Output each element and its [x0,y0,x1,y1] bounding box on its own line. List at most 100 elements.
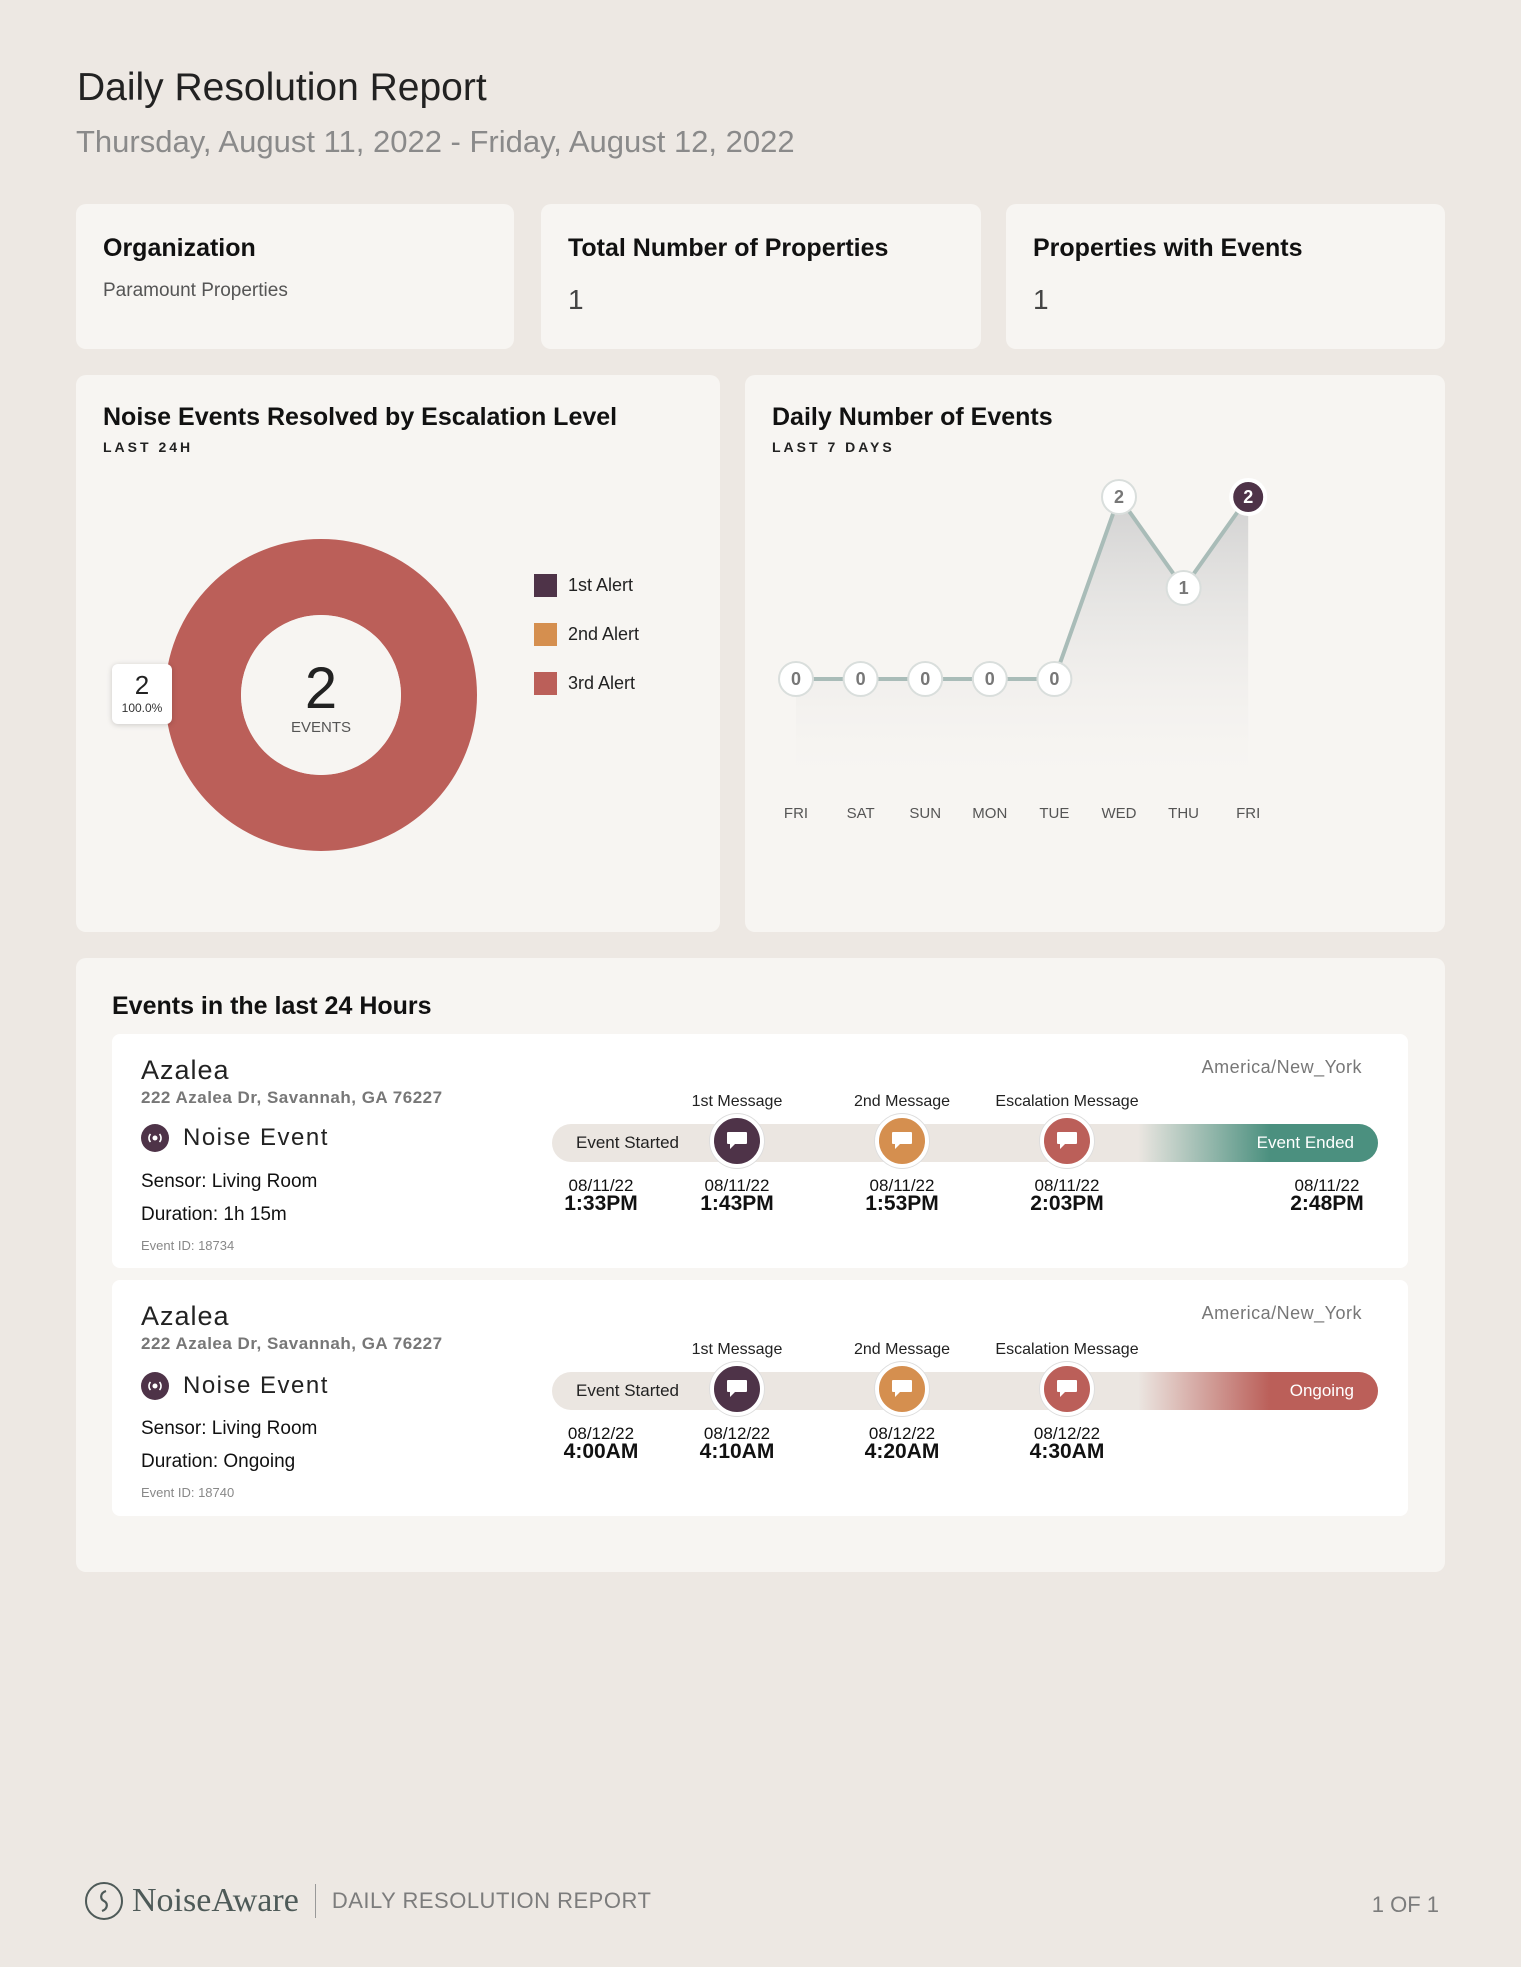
total-properties-label: Total Number of Properties [568,234,889,262]
properties-with-events-card: Properties with Events 1 [1006,204,1445,349]
message-label: Escalation Message [995,1093,1139,1110]
area-fill [796,497,1249,775]
donut-center [241,615,401,775]
tooltip-percent: 100.0% [121,701,163,715]
organization-value: Paramount Properties [103,280,288,301]
escalation-message-node[interactable] [1040,1362,1094,1416]
message-2-node[interactable] [875,1362,929,1416]
escalation-panel: Noise Events Resolved by Escalation Leve… [76,375,720,932]
event-started-label: Event Started [576,1133,680,1152]
timestamp-date: 08/11/22 [568,1176,634,1195]
organization-card: Organization Paramount Properties [76,204,514,349]
timestamp-date: 08/12/22 [567,1424,635,1443]
event-type: Noise Event [141,1124,329,1152]
timestamp-date: 08/12/22 [1033,1424,1101,1443]
timezone: America/New_York [1201,1303,1362,1323]
daily-events-subtitle: LAST 7 DAYS [772,439,895,455]
event-card[interactable]: Azalea 222 Azalea Dr, Savannah, GA 76227… [112,1280,1408,1516]
x-tick-label: WED [1102,805,1137,822]
x-tick-label: FRI [1236,805,1260,822]
total-properties-card: Total Number of Properties 1 [541,204,981,349]
footer-logo: NoiseAware DAILY RESOLUTION REPORT [84,1881,651,1921]
page-title: Daily Resolution Report [77,66,487,109]
date-range: Thursday, August 11, 2022 - Friday, Augu… [76,124,795,159]
event-duration: Duration: 1h 15m [141,1204,287,1225]
escalation-panel-title: Noise Events Resolved by Escalation Leve… [103,403,618,431]
event-type-label: Noise Event [183,1124,329,1151]
events-panel-title: Events in the last 24 Hours [112,992,432,1020]
message-label: 2nd Message [853,1093,951,1110]
legend-swatch [534,574,557,597]
legend-item-3rd-alert: 3rd Alert [534,672,635,695]
legend-label: 3rd Alert [568,673,636,693]
data-label: 0 [791,669,801,689]
event-id: Event ID: 18734 [141,1238,235,1253]
timestamp-time: 4:30AM [1029,1440,1105,1463]
message-2-node[interactable] [875,1114,929,1168]
data-point[interactable] [1165,570,1202,606]
x-tick-label: THU [1168,805,1199,822]
data-label: 2 [1243,487,1253,507]
timestamp-date: 08/12/22 [703,1424,771,1443]
timestamp-time: 4:20AM [864,1440,940,1463]
timestamp-time: 1:53PM [865,1192,939,1215]
property-name: Azalea [141,1055,230,1085]
timezone: America/New_York [1201,1057,1362,1077]
data-point[interactable] [971,661,1008,697]
total-properties-value: 1 [568,284,584,315]
donut-slice-3rd-alert [165,539,477,851]
footer-brand: NoiseAware [132,1882,299,1919]
timeline-track: Event Started Ongoing [552,1372,1378,1410]
data-point[interactable] [778,661,814,697]
timestamp-time: 4:10AM [699,1440,775,1463]
x-tick-label: FRI [784,805,808,822]
legend-item-1st-alert: 1st Alert [534,574,633,597]
timeline-track: Event Started Event Ended [552,1124,1378,1162]
data-point[interactable] [1101,479,1137,515]
noise-sensor-icon [141,1124,169,1152]
data-label: 0 [1049,669,1059,689]
donut-center-value: 2 [304,656,338,721]
timestamp-date: 08/11/22 [1294,1176,1360,1195]
legend-item-2nd-alert: 2nd Alert [534,623,639,646]
data-label: 0 [856,669,866,689]
timestamp-date: 08/11/22 [704,1176,770,1195]
noiseaware-logo-icon [85,1882,123,1920]
data-point[interactable] [1229,478,1268,516]
property-address: 222 Azalea Dr, Savannah, GA 76227 [141,1088,443,1107]
sensor-location: Sensor: Living Room [141,1171,318,1192]
data-point[interactable] [842,661,879,697]
timestamp-date: 08/11/22 [869,1176,935,1195]
message-label: 1st Message [691,1093,783,1110]
properties-with-events-label: Properties with Events [1033,234,1303,262]
escalation-message-node[interactable] [1040,1114,1094,1168]
event-duration: Duration: Ongoing [141,1451,296,1472]
footer-report-name: DAILY RESOLUTION REPORT [331,1888,652,1913]
message-1-node[interactable] [710,1114,764,1168]
property-name: Azalea [141,1301,230,1331]
x-tick-label: SUN [909,805,941,822]
donut-chart [165,539,477,851]
data-label: 2 [1114,487,1124,507]
property-address: 222 Azalea Dr, Savannah, GA 76227 [141,1334,443,1353]
data-label: 0 [985,669,995,689]
message-1-node[interactable] [710,1362,764,1416]
data-point[interactable] [907,661,944,697]
timestamp-time: 4:00AM [563,1440,639,1463]
event-type: Noise Event [141,1372,329,1400]
timestamp-date: 08/12/22 [868,1424,936,1443]
event-ended-label: Event Ended [1138,1124,1378,1162]
event-card[interactable]: Azalea 222 Azalea Dr, Savannah, GA 76227… [112,1034,1408,1268]
timestamp-date: 08/11/22 [1034,1176,1100,1195]
x-tick-label: SAT [847,805,875,822]
legend-swatch [534,672,557,695]
event-started-label: Event Started [576,1381,680,1400]
footer-divider [314,1884,316,1918]
organization-label: Organization [103,234,256,262]
escalation-panel-subtitle: LAST 24H [103,439,194,455]
data-point[interactable] [1036,661,1073,697]
timestamp-time: 1:43PM [700,1192,774,1215]
data-label: 0 [920,669,930,689]
x-tick-label: MON [972,805,1007,822]
message-label: 1st Message [691,1341,783,1358]
